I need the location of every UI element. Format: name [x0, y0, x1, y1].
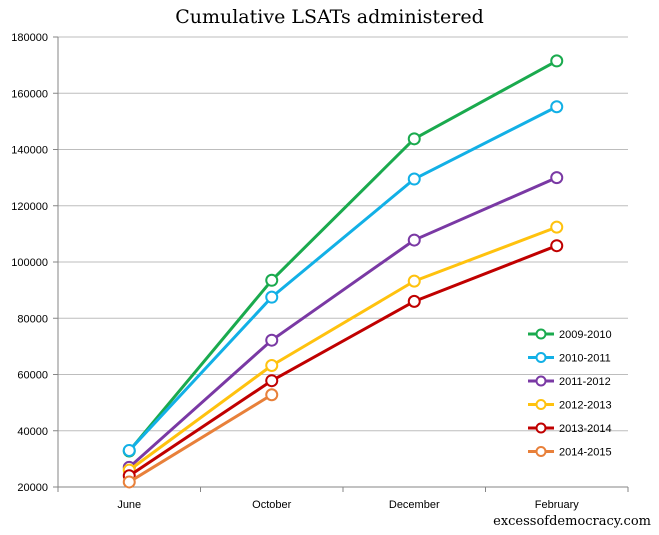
legend-label: 2010-2011	[559, 353, 611, 365]
series-2010-2011	[122, 100, 564, 457]
watermark: excessofdemocracy.com	[493, 514, 651, 529]
legend-label: 2011-2012	[559, 376, 611, 388]
legend-item: 2012-2013	[528, 399, 612, 412]
x-tick-label: February	[535, 499, 580, 511]
y-tick-label: 80000	[17, 313, 48, 325]
data-point	[550, 54, 564, 68]
x-tick-label: June	[117, 499, 141, 511]
legend-item: 2014-2015	[528, 446, 612, 459]
series-line	[128, 59, 558, 452]
legend-marker	[535, 446, 547, 457]
chart-title: Cumulative LSATs administered	[175, 6, 484, 28]
x-tick-label: October	[252, 499, 291, 511]
legend-item: 2011-2012	[528, 375, 611, 388]
series-line	[128, 176, 558, 469]
series-2014-2015	[122, 388, 279, 489]
data-point	[265, 333, 279, 347]
legend-item: 2013-2014	[528, 422, 612, 435]
data-point	[265, 290, 279, 304]
legend-item: 2009-2010	[528, 328, 612, 341]
y-tick-label: 180000	[11, 32, 48, 44]
legend-marker	[535, 399, 547, 410]
legend-label: 2009-2010	[559, 329, 612, 341]
legend-marker	[535, 352, 547, 363]
data-point	[265, 359, 279, 372]
series-2012-2013	[122, 220, 564, 477]
y-tick-label: 140000	[11, 145, 48, 157]
y-tick-label: 40000	[17, 426, 48, 438]
data-point	[407, 233, 421, 247]
y-axis-tick-labels: 20000 40000 60000 80000 100000 120000 140000 16…	[11, 32, 48, 494]
data-point	[122, 475, 136, 489]
gridlines	[53, 36, 628, 488]
series-line	[128, 225, 558, 472]
data-point	[407, 132, 421, 146]
legend-label: 2013-2014	[559, 423, 612, 435]
data-point	[550, 220, 564, 234]
series-line	[128, 105, 558, 452]
data-point	[122, 443, 136, 457]
data-point	[265, 374, 279, 388]
x-axis-tick-labels: June October December February	[57, 487, 629, 511]
data-point	[265, 273, 279, 287]
series-2009-2010	[122, 54, 564, 458]
data-point	[407, 172, 421, 186]
legend-label: 2014-2015	[559, 447, 612, 459]
series-group	[122, 54, 564, 489]
y-tick-label: 120000	[11, 201, 48, 213]
legend-marker	[535, 375, 547, 387]
data-point	[550, 171, 564, 185]
legend-label: 2012-2013	[559, 400, 612, 412]
legend-item: 2010-2011	[528, 352, 611, 365]
y-tick-label: 20000	[17, 482, 48, 494]
series-line	[128, 393, 273, 484]
legend-marker	[535, 328, 547, 340]
legend: 2009-2010 2010-2011 2011-2012 2012-2013 2013…	[528, 328, 612, 459]
data-point	[407, 294, 421, 308]
data-point	[550, 239, 564, 253]
y-tick-label: 60000	[17, 370, 48, 382]
legend-marker	[535, 422, 547, 434]
data-point	[550, 100, 564, 114]
series-line	[128, 244, 558, 477]
x-tick-label: December	[389, 499, 440, 511]
data-point	[407, 274, 421, 288]
y-tick-label: 160000	[11, 88, 48, 100]
data-point	[265, 388, 279, 402]
y-tick-label: 100000	[11, 257, 48, 269]
